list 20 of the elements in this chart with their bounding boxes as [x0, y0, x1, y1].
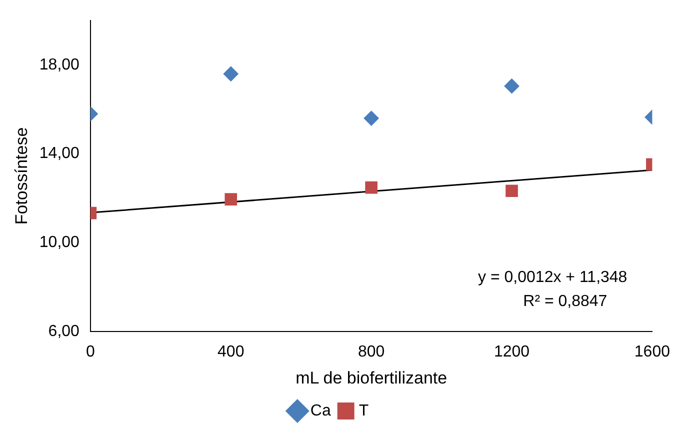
point [506, 184, 518, 198]
point [365, 181, 378, 194]
x-tick-label: 400 [218, 343, 244, 360]
legend-label: T [358, 402, 369, 420]
x-tick-label: 0 [86, 343, 95, 360]
point [504, 78, 520, 94]
x-axis-title: mL de biofertilizante [296, 368, 448, 388]
annotation: y = 0,0012x + 11,348 [478, 268, 628, 286]
annotation: R² = 0,8847 [523, 292, 608, 310]
y-tick-label: 14,00 [39, 145, 80, 162]
x-tick-label: 1600 [634, 343, 670, 360]
point [364, 110, 379, 126]
y-tick-label: 10,00 [39, 234, 80, 252]
legend-label: Ca [310, 402, 331, 420]
y-tick-label: 6,00 [48, 322, 80, 340]
y-axis-title: Fotossíntese [12, 127, 31, 225]
y-tick-label: 18,00 [39, 56, 80, 74]
x-tick-label: 800 [358, 343, 385, 360]
x-tick-label: 1200 [494, 343, 530, 360]
point [224, 193, 238, 206]
